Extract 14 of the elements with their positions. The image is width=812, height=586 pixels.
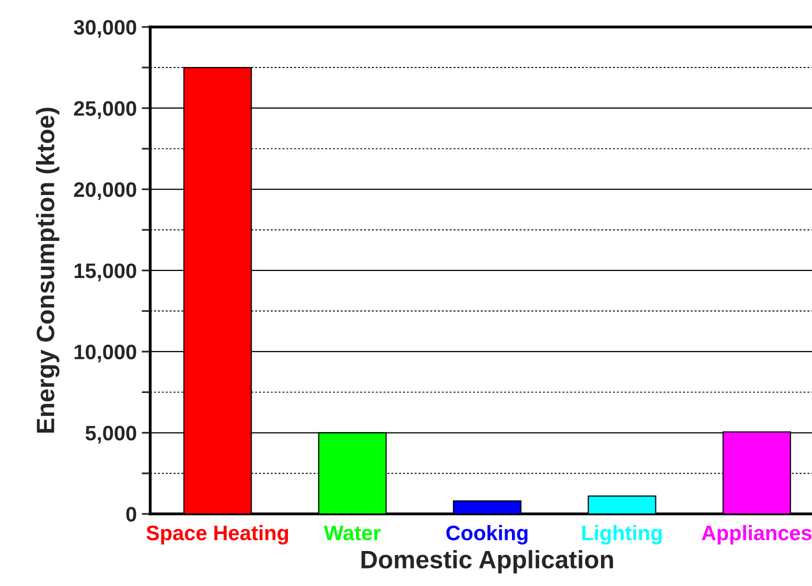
y-tick-label: 10,000 — [74, 344, 136, 362]
y-tick-label: 15,000 — [74, 263, 136, 282]
x-tick-label: Space Heating — [146, 525, 288, 545]
x-tick-label: Lighting — [582, 525, 662, 545]
x-tick-label: Cooking — [446, 525, 528, 545]
y-tick-label: 0 — [126, 506, 136, 522]
y-tick-label: 20,000 — [74, 182, 136, 200]
x-tick-label: Water — [324, 526, 381, 540]
x-axis-title: Domestic Application — [362, 550, 613, 574]
x-tick-label: Appliances — [702, 525, 812, 544]
y-tick-label: 25,000 — [74, 101, 136, 119]
y-tick-label: 30,000 — [74, 20, 136, 38]
y-tick-label: 5,000 — [86, 426, 136, 444]
y-axis-title: Energy Consumption (ktoe) — [36, 108, 60, 433]
